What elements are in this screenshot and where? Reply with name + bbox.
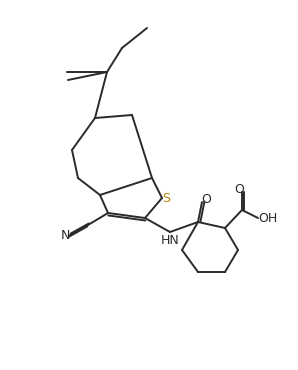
Text: N: N <box>60 229 70 242</box>
Text: O: O <box>201 192 211 205</box>
Text: OH: OH <box>258 212 278 225</box>
Text: HN: HN <box>161 233 179 246</box>
Text: O: O <box>234 182 244 195</box>
Text: S: S <box>162 192 170 205</box>
